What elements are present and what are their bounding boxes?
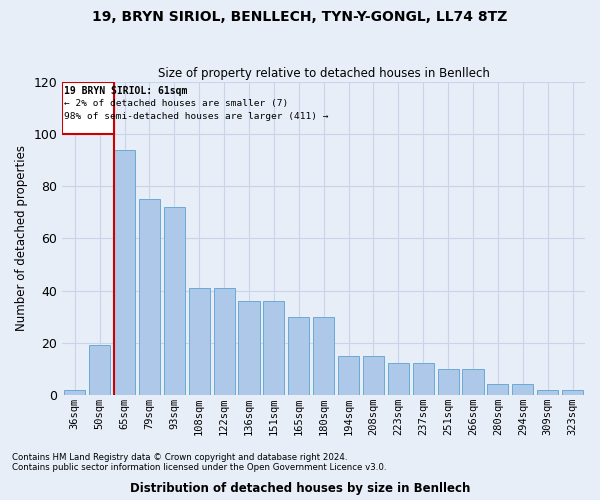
Bar bbox=[114, 150, 135, 394]
Text: Contains public sector information licensed under the Open Government Licence v3: Contains public sector information licen… bbox=[12, 464, 386, 472]
Bar bbox=[164, 207, 185, 394]
Text: 19, BRYN SIRIOL, BENLLECH, TYN-Y-GONGL, LL74 8TZ: 19, BRYN SIRIOL, BENLLECH, TYN-Y-GONGL, … bbox=[92, 10, 508, 24]
Bar bbox=[338, 356, 359, 395]
Text: 98% of semi-detached houses are larger (411) →: 98% of semi-detached houses are larger (… bbox=[64, 112, 329, 121]
Text: 19 BRYN SIRIOL: 61sqm: 19 BRYN SIRIOL: 61sqm bbox=[64, 86, 188, 96]
Bar bbox=[139, 200, 160, 394]
Bar bbox=[64, 390, 85, 394]
Bar bbox=[89, 345, 110, 395]
Text: Contains HM Land Registry data © Crown copyright and database right 2024.: Contains HM Land Registry data © Crown c… bbox=[12, 454, 347, 462]
Bar bbox=[437, 368, 458, 394]
Bar bbox=[388, 364, 409, 394]
Bar bbox=[214, 288, 235, 395]
Bar bbox=[263, 301, 284, 394]
Bar bbox=[188, 288, 210, 395]
Bar bbox=[512, 384, 533, 394]
Bar bbox=[62, 82, 114, 134]
Text: ← 2% of detached houses are smaller (7): ← 2% of detached houses are smaller (7) bbox=[64, 99, 289, 108]
Bar bbox=[413, 364, 434, 394]
Bar bbox=[537, 390, 558, 394]
Bar bbox=[313, 316, 334, 394]
Bar bbox=[363, 356, 384, 395]
Bar bbox=[288, 316, 310, 394]
Bar bbox=[562, 390, 583, 394]
Bar bbox=[463, 368, 484, 394]
Y-axis label: Number of detached properties: Number of detached properties bbox=[15, 146, 28, 332]
Title: Size of property relative to detached houses in Benllech: Size of property relative to detached ho… bbox=[158, 66, 490, 80]
Text: Distribution of detached houses by size in Benllech: Distribution of detached houses by size … bbox=[130, 482, 470, 495]
Bar bbox=[487, 384, 508, 394]
Bar bbox=[238, 301, 260, 394]
